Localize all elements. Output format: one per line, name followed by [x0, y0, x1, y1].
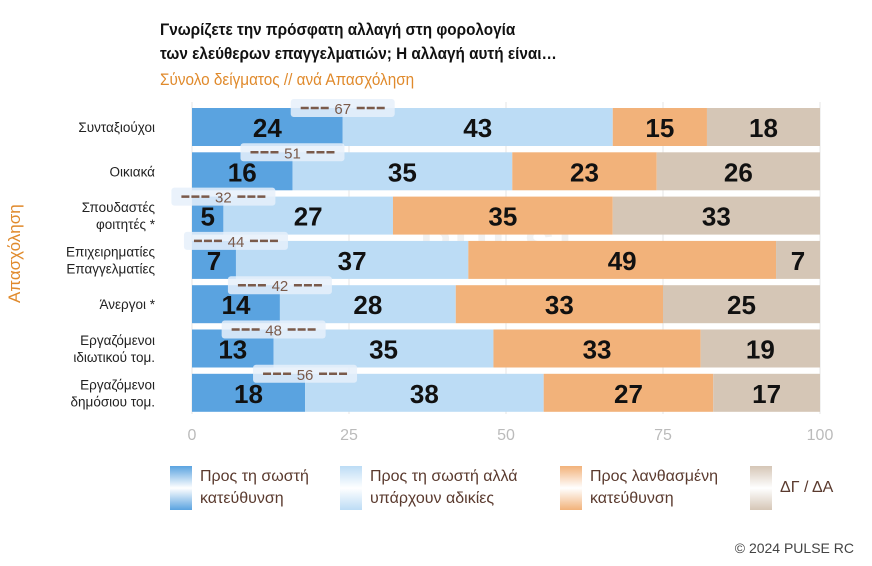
bar-segment — [612, 196, 820, 235]
total-label: 44 — [228, 234, 245, 251]
total-label: 32 — [215, 190, 232, 207]
bar-value-label: 23 — [570, 157, 599, 187]
legend-label-line: Προς λανθασμένη — [590, 468, 718, 485]
legend-label: Προς λανθασμένη κατεύθυνση — [590, 466, 718, 510]
total-label: 51 — [284, 145, 301, 162]
legend-label: Προς τη σωστή κατεύθυνση — [200, 466, 309, 510]
bar-value-label: 7 — [207, 246, 221, 276]
bar-value-label: 24 — [253, 113, 282, 143]
legend-label-line: Προς τη σωστή αλλά — [370, 468, 518, 485]
category-label: Επαγγελματίες — [66, 261, 155, 276]
legend-label-line: υπάρχουν αδικίες — [370, 490, 495, 507]
total-label: 67 — [334, 101, 351, 118]
bar-value-label: 15 — [645, 113, 674, 143]
legend-item: Προς τη σωστή κατεύθυνση — [170, 466, 309, 510]
bar-segment — [656, 152, 820, 191]
bar-value-label: 26 — [724, 157, 753, 187]
category-label: Επιχειρηματίες — [66, 244, 156, 259]
bar-segment — [713, 373, 820, 412]
legend-label-line: κατεύθυνση — [590, 490, 674, 507]
x-tick-label: 50 — [497, 427, 515, 444]
bar-value-label: 5 — [200, 202, 214, 232]
category-label: Συνταξιούχοι — [78, 120, 155, 135]
category-label: Άνεργοι * — [100, 297, 156, 312]
title-line-2: των ελεύθερων επαγγελματιών; Η αλλαγή αυ… — [160, 44, 557, 63]
bar-value-label: 13 — [218, 335, 247, 365]
bar-value-label: 37 — [338, 246, 367, 276]
bar-value-label: 27 — [614, 379, 643, 409]
bar-value-label: 33 — [583, 335, 612, 365]
bar-segment — [468, 240, 777, 279]
bar-value-label: 43 — [463, 113, 492, 143]
total-label: 42 — [272, 278, 289, 295]
bar-value-label: 18 — [234, 379, 263, 409]
bar-segment — [493, 329, 701, 368]
total-label: 48 — [265, 323, 282, 340]
total-label-bg — [171, 187, 276, 206]
legend-swatch — [340, 466, 362, 510]
category-label: Εργαζόμενοι — [80, 377, 155, 392]
category-label: ιδιωτικού τομ. — [73, 350, 155, 365]
total-label-bg — [227, 276, 332, 295]
bar-value-label: 33 — [545, 290, 574, 320]
total-label-bg — [253, 364, 358, 383]
title-line-1: Γνωρίζετε την πρόσφατη αλλαγή στη φορολο… — [160, 20, 516, 39]
category-label: Σπουδαστές — [82, 200, 156, 215]
bar-segment — [663, 285, 820, 324]
bar-segment — [392, 196, 613, 235]
legend-swatch — [750, 466, 772, 510]
legend-item: ΔΓ / ΔΑ — [750, 466, 833, 510]
bar-segment — [776, 240, 820, 279]
x-tick-label: 100 — [807, 427, 834, 444]
bar-value-label: 35 — [388, 157, 417, 187]
bar-value-label: 38 — [410, 379, 439, 409]
legend-label-line: κατεύθυνση — [200, 490, 284, 507]
bar-segment — [543, 373, 714, 412]
bar-value-label: 27 — [294, 202, 323, 232]
bar-value-label: 18 — [749, 113, 778, 143]
total-label-bg — [240, 143, 345, 162]
category-label: φοιτητές * — [96, 217, 156, 232]
legend-item: Προς τη σωστή αλλά υπάρχουν αδικίες — [340, 466, 518, 510]
bar-value-label: 28 — [353, 290, 382, 320]
bar-value-label: 17 — [752, 379, 781, 409]
bar-segment — [455, 285, 663, 324]
legend-item: Προς λανθασμένη κατεύθυνση — [560, 466, 718, 510]
legend-label-line: Προς τη σωστή — [200, 468, 309, 485]
copyright: © 2024 PULSE RC — [734, 540, 854, 556]
x-tick-label: 75 — [654, 427, 672, 444]
bar-value-label: 7 — [791, 246, 805, 276]
bar-value-label: 14 — [221, 290, 250, 320]
bar-value-label: 16 — [228, 157, 257, 187]
legend-swatch — [560, 466, 582, 510]
bar-segment — [512, 152, 657, 191]
bar-segment — [700, 329, 820, 368]
total-label-bg — [183, 231, 288, 250]
bar-value-label: 35 — [488, 202, 517, 232]
x-tick-label: 0 — [188, 427, 197, 444]
category-label: Εργαζόμενοι — [80, 333, 155, 348]
x-tick-label: 25 — [340, 427, 358, 444]
bar-value-label: 33 — [702, 202, 731, 232]
chart-title: Γνωρίζετε την πρόσφατη αλλαγή στη φορολο… — [160, 18, 557, 66]
bar-segment — [706, 108, 820, 146]
total-label-bg — [221, 320, 326, 339]
legend-label: Προς τη σωστή αλλά υπάρχουν αδικίες — [370, 466, 518, 510]
total-label-bg — [290, 99, 395, 117]
bar-segment — [612, 108, 707, 146]
legend-label: ΔΓ / ΔΑ — [780, 477, 833, 499]
legend-label-line: ΔΓ / ΔΑ — [780, 479, 834, 496]
bar-value-label: 35 — [369, 335, 398, 365]
bar-value-label: 25 — [727, 290, 756, 320]
bar-value-label: 49 — [608, 246, 637, 276]
total-label: 56 — [297, 367, 314, 384]
legend-swatch — [170, 466, 192, 510]
category-label: δημόσιου τομ. — [71, 394, 155, 409]
category-label: Οικιακά — [110, 164, 156, 179]
bar-value-label: 19 — [746, 335, 775, 365]
chart-subtitle: Σύνολο δείγματος // ανά Απασχόληση — [160, 70, 415, 89]
